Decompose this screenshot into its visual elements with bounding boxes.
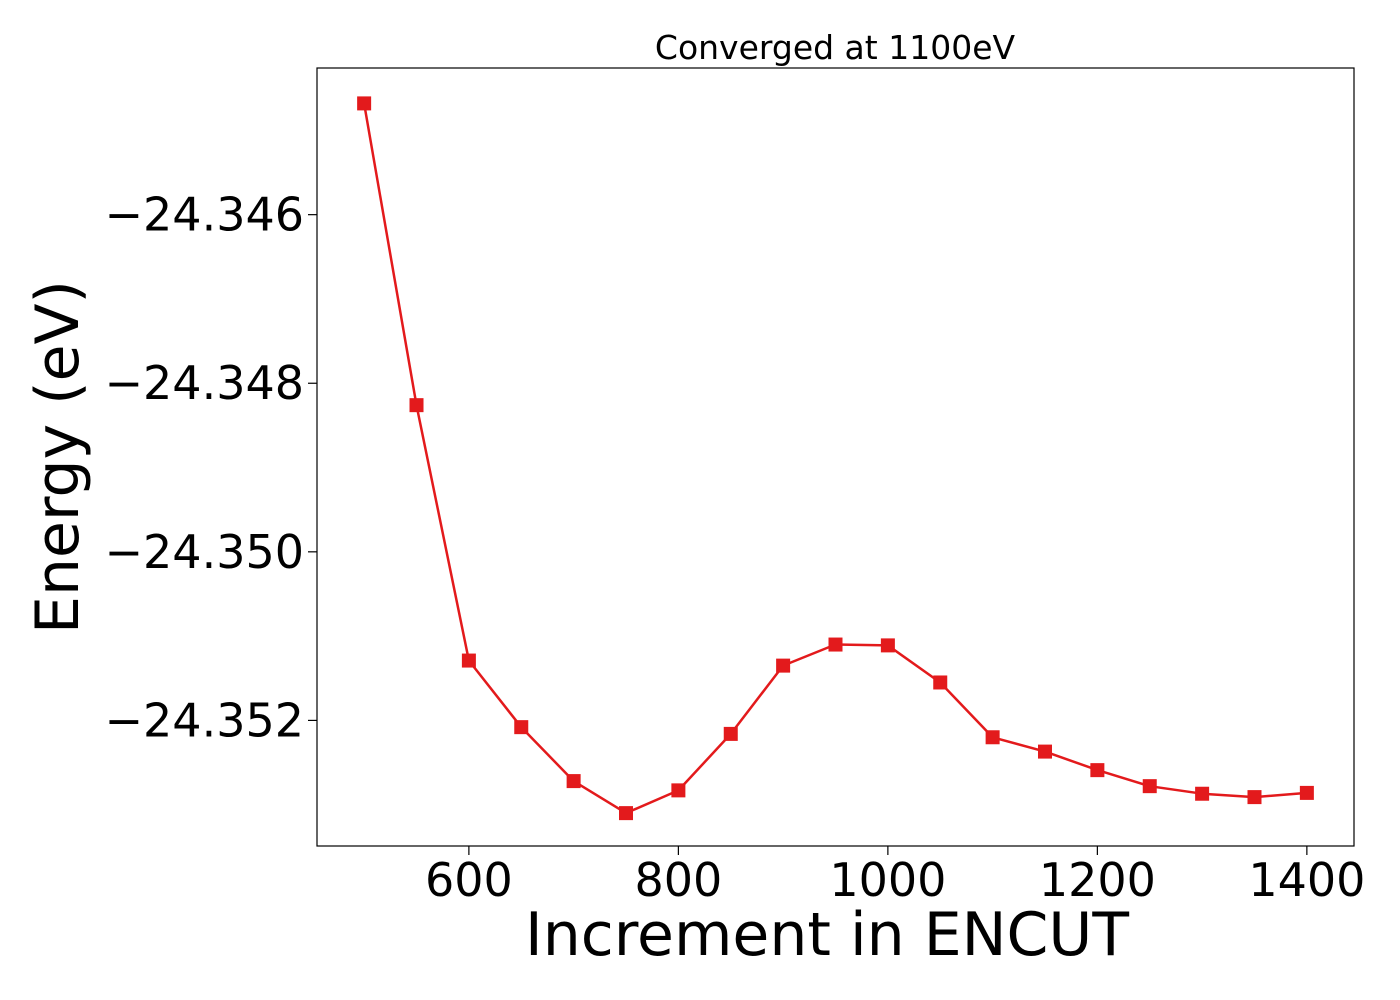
data-point bbox=[1142, 779, 1157, 794]
y-axis: −24.346 −24.348 −24.350 −24.352 bbox=[105, 188, 317, 747]
data-point bbox=[776, 658, 791, 673]
data-point bbox=[985, 730, 1000, 745]
x-tick-label: 600 bbox=[425, 853, 513, 907]
y-tick-label: −24.350 bbox=[105, 525, 305, 579]
x-axis-label: Increment in ENCUT bbox=[525, 900, 1129, 970]
data-point bbox=[880, 638, 895, 653]
x-tick-label: 1000 bbox=[829, 853, 946, 907]
y-tick-label: −24.352 bbox=[105, 693, 305, 747]
x-axis: 600 800 1000 1200 1400 bbox=[425, 846, 1365, 907]
plot-frame bbox=[316, 67, 1355, 847]
data-point bbox=[357, 96, 372, 111]
data-point bbox=[566, 774, 581, 789]
data-point bbox=[514, 720, 529, 735]
data-point bbox=[1247, 790, 1262, 805]
data-point bbox=[1037, 744, 1052, 759]
data-point bbox=[1299, 785, 1314, 800]
data-point bbox=[409, 398, 424, 413]
data-point bbox=[828, 637, 843, 652]
x-tick-label: 1400 bbox=[1248, 853, 1365, 907]
data-point bbox=[619, 806, 634, 821]
data-point bbox=[461, 653, 476, 668]
data-point bbox=[723, 726, 738, 741]
series-line bbox=[362, 103, 1307, 815]
data-series bbox=[357, 96, 1314, 821]
x-tick-label: 800 bbox=[634, 853, 722, 907]
data-point bbox=[1195, 786, 1210, 801]
data-point bbox=[1090, 763, 1105, 778]
data-point bbox=[671, 783, 686, 798]
y-tick-label: −24.348 bbox=[105, 356, 305, 410]
x-tick-label: 1200 bbox=[1039, 853, 1156, 907]
y-tick-label: −24.346 bbox=[105, 188, 305, 242]
data-point bbox=[933, 675, 948, 690]
chart-title: Converged at 1100eV bbox=[655, 28, 1016, 67]
y-axis-label: Energy (eV) bbox=[23, 280, 93, 634]
